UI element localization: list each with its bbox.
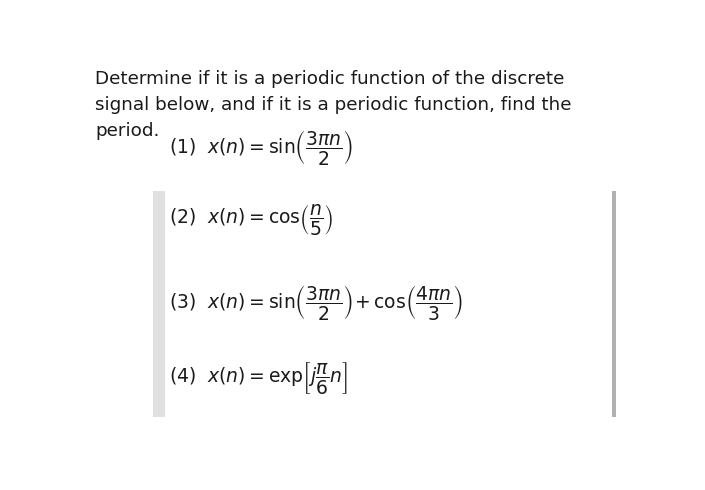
Text: (3)  $x(n) = \sin\!\left(\dfrac{3\pi n}{2}\right)\!+\cos\!\left(\dfrac{4\pi n}{3: (3) $x(n) = \sin\!\left(\dfrac{3\pi n}{2… — [169, 283, 463, 321]
Text: (2)  $x(n) = \cos\!\left(\dfrac{n}{5}\right)$: (2) $x(n) = \cos\!\left(\dfrac{n}{5}\rig… — [169, 202, 333, 237]
Text: (1)  $x(n) = \sin\!\left(\dfrac{3\pi n}{2}\right)$: (1) $x(n) = \sin\!\left(\dfrac{3\pi n}{2… — [169, 128, 353, 167]
Text: Determine if it is a periodic function of the discrete
signal below, and if it i: Determine if it is a periodic function o… — [95, 70, 572, 140]
Text: (4)  $x(n) = \exp\!\left[j\dfrac{\pi}{6}n\right]$: (4) $x(n) = \exp\!\left[j\dfrac{\pi}{6}n… — [169, 360, 348, 395]
Bar — [611, 191, 616, 417]
Bar — [152, 191, 165, 417]
